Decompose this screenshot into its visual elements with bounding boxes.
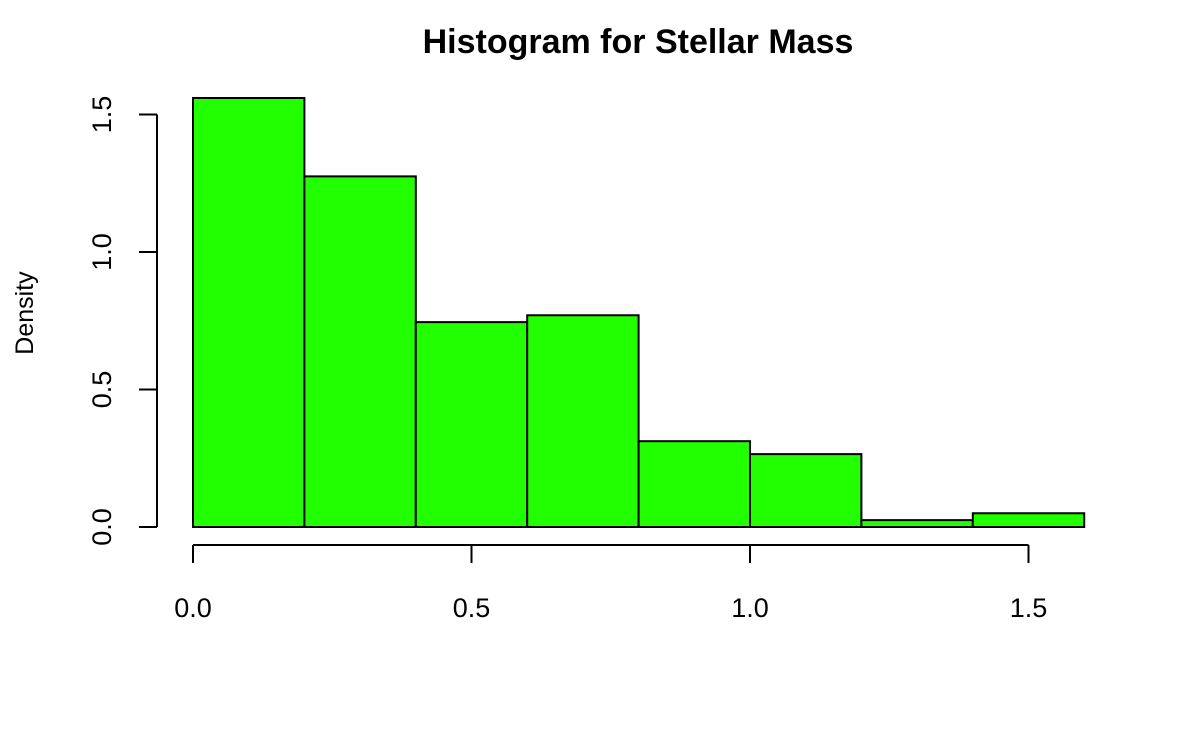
histogram-bar-2 [303,175,417,528]
x-axis: 0.0 0.5 1.0 1.5 [174,544,1048,623]
y-tick-label: 1.5 [87,96,117,134]
histogram-bar-8 [971,512,1086,528]
y-tick-label: 0.0 [87,508,117,546]
bars-group [192,97,1086,529]
histogram-bar-3 [414,321,529,528]
x-tick-label: 0.5 [453,593,491,623]
y-tick-label: 0.5 [87,371,117,409]
histogram-bar-5 [637,440,751,529]
y-axis-label: Density [11,271,39,355]
histogram-bar-4 [526,314,640,528]
histogram-bar-6 [749,453,863,528]
x-tick-label: 0.0 [174,593,212,623]
y-tick-label: 1.0 [87,233,117,271]
chart-title: Histogram for Stellar Mass [423,23,854,61]
histogram-bar-1 [192,97,306,528]
y-axis: 0.0 0.5 1.0 1.5 [87,96,158,546]
x-tick-label: 1.5 [1010,593,1048,623]
histogram-bar-7 [860,519,974,528]
x-tick-label: 1.0 [731,593,769,623]
